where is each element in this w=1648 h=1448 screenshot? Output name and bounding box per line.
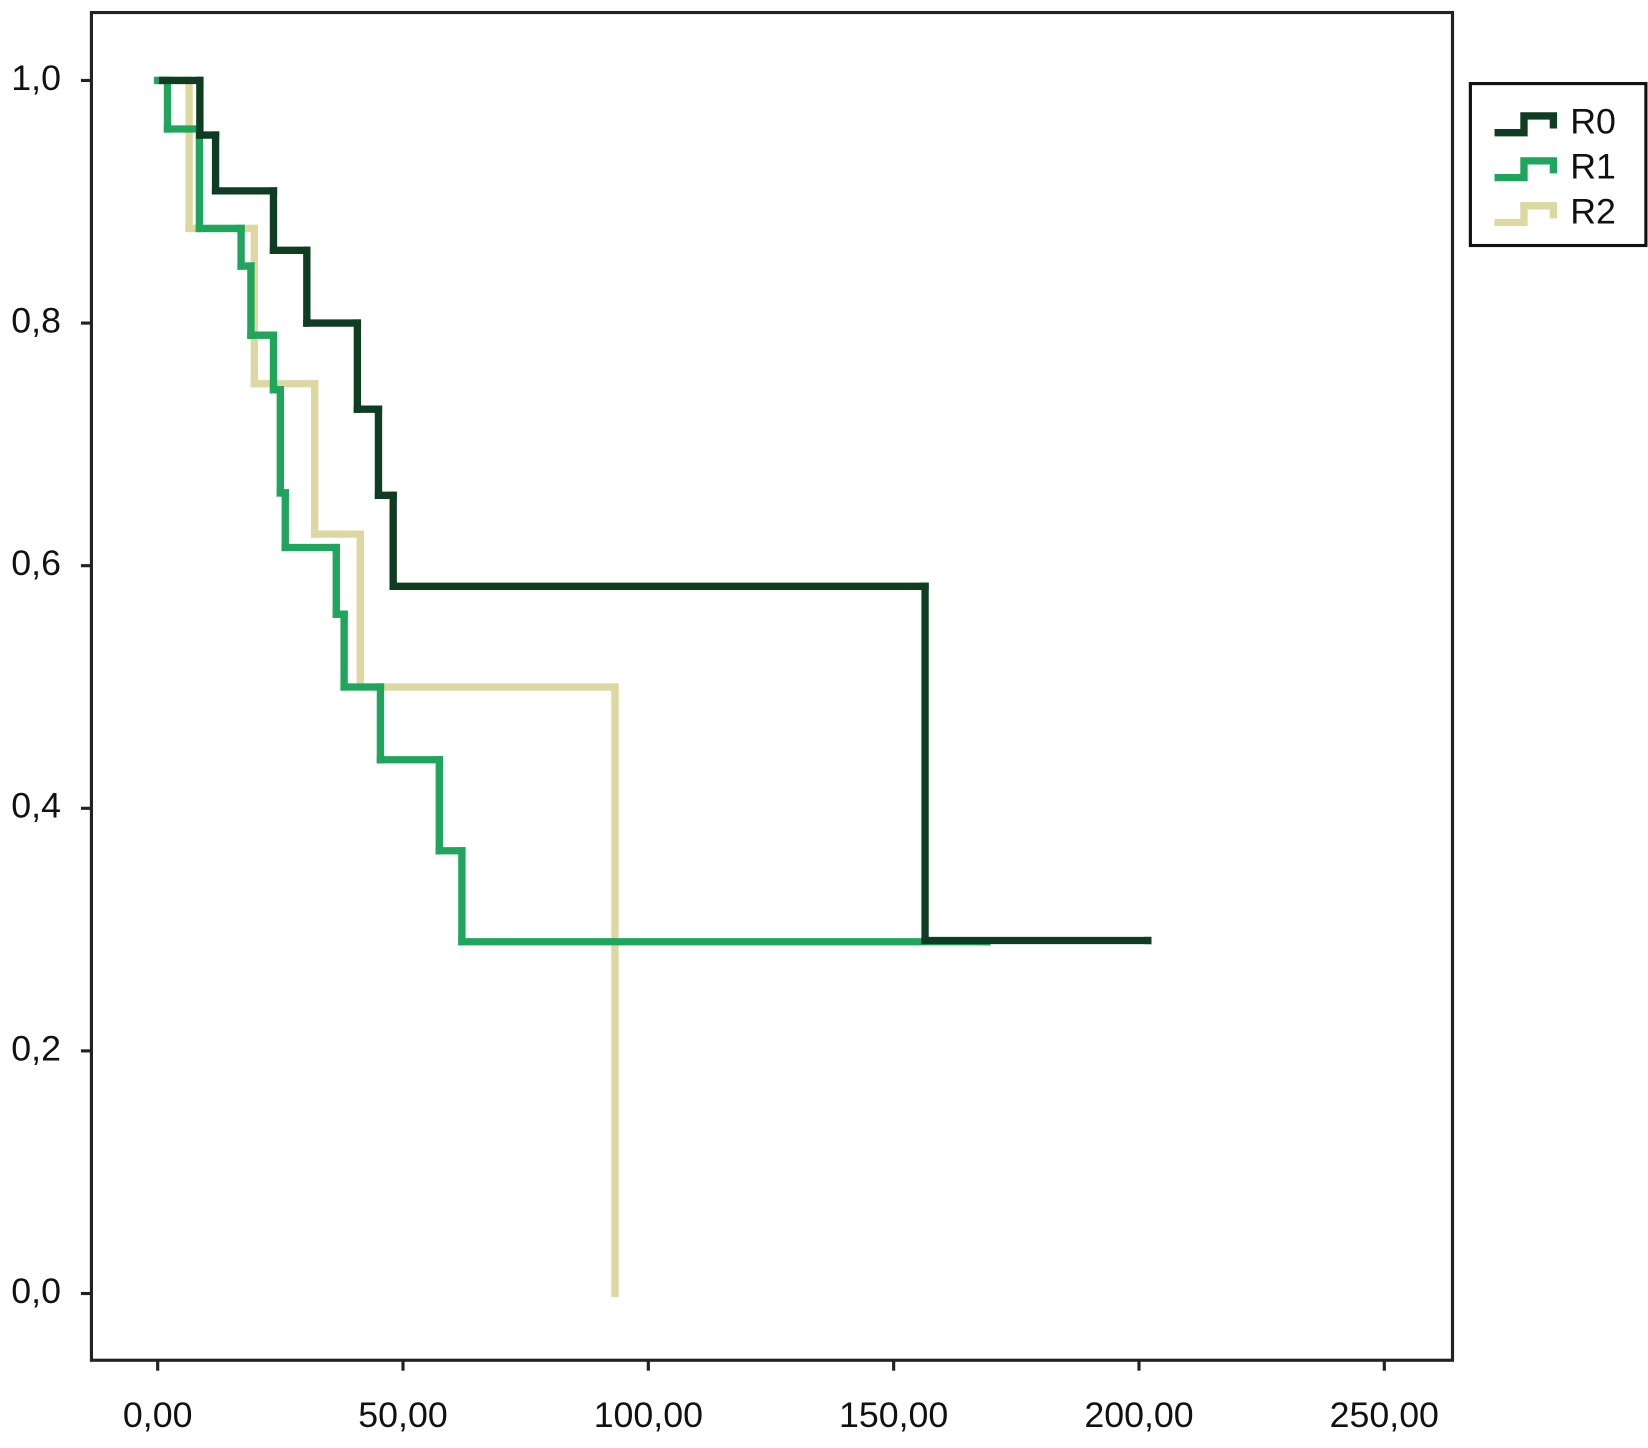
legend-label: R1	[1570, 147, 1616, 187]
y-tick-label: 0,6	[11, 543, 61, 583]
y-tick-label: 1,0	[11, 58, 61, 98]
x-tick-label: 250,00	[1330, 1395, 1439, 1435]
x-tick-label: 50,00	[358, 1395, 447, 1435]
x-tick-label: 150,00	[839, 1395, 948, 1435]
y-tick-label: 0,8	[11, 301, 61, 341]
y-tick-label: 0,0	[11, 1271, 61, 1311]
legend-swatch	[1494, 157, 1558, 182]
legend-swatch	[1494, 112, 1558, 137]
legend-label: R0	[1570, 102, 1616, 142]
plot-frame	[89, 10, 1455, 1362]
y-tick-label: 0,2	[11, 1028, 61, 1068]
y-tick-label: 0,4	[11, 786, 61, 826]
legend-swatch	[1494, 202, 1558, 227]
x-tick-label: 200,00	[1084, 1395, 1193, 1435]
x-tick-label: 100,00	[594, 1395, 703, 1435]
legend-label: R2	[1570, 192, 1616, 232]
x-tick-label: 0,00	[123, 1395, 193, 1435]
legend-box	[1468, 82, 1648, 248]
